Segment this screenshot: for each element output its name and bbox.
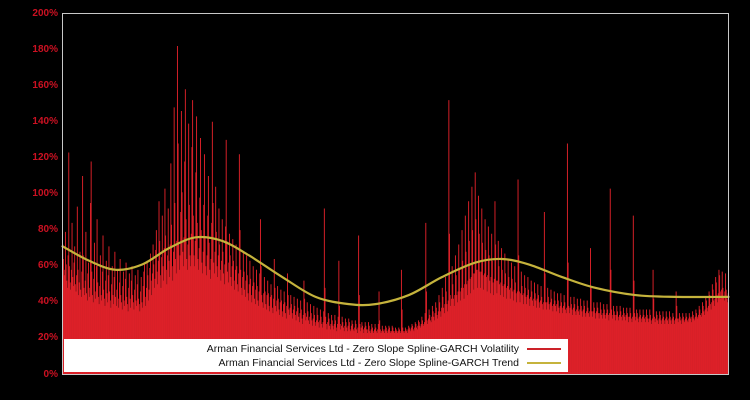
y-axis-tick-label: 0% [43,368,58,380]
legend-entry-volatility: Arman Financial Services Ltd - Zero Slop… [65,342,567,356]
y-axis-tick-label: 140% [32,115,58,127]
y-axis-tick-label: 200% [32,7,58,19]
y-axis-tick-label: 120% [32,151,58,163]
legend-entry-trend: Arman Financial Services Ltd - Zero Slop… [65,356,567,370]
y-axis-tick-label: 20% [37,332,58,344]
legend-swatch-trend [527,361,561,364]
trend-series [61,235,730,307]
legend-label-trend: Arman Financial Services Ltd - Zero Slop… [218,356,519,369]
legend-swatch-volatility [527,347,561,350]
y-axis-tick-label: 80% [37,224,58,236]
plot-area-border [62,13,729,375]
y-axis-tick-label: 180% [32,43,58,55]
chart-legend: Arman Financial Services Ltd - Zero Slop… [64,339,568,372]
y-axis-tick-label: 100% [32,188,58,199]
y-axis-tick-label: 40% [37,296,58,308]
legend-label-volatility: Arman Financial Services Ltd - Zero Slop… [206,342,519,355]
y-axis-tick-label: 160% [32,79,58,91]
y-axis-tick-label: 60% [37,260,58,272]
